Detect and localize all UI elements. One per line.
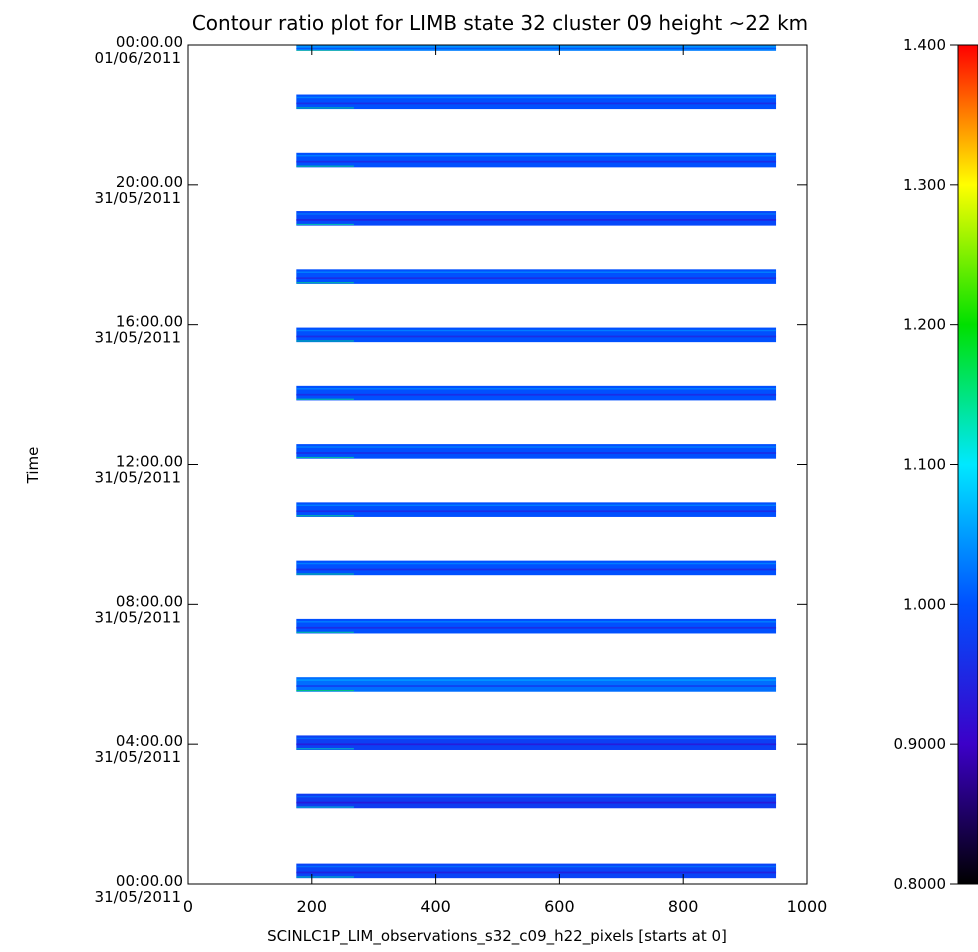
orbit-band [296,385,777,401]
chart-title: Contour ratio plot for LIMB state 32 clu… [192,11,808,35]
x-tick-label: 600 [544,897,575,916]
x-tick-label: 1000 [787,897,828,916]
orbit-band [296,94,777,110]
colorbar-tick: 1.200 [903,316,958,334]
y-tick-date-label: 31/05/2011 [95,469,181,487]
y-tick-time-label: 16:00.00 [116,313,183,331]
colorbar-tick: 0.9000 [894,735,958,753]
colorbar-tick-label: 1.200 [903,316,946,334]
orbit-band [296,677,777,692]
y-axis-ticks: 00:00.0031/05/201104:00.0031/05/201108:0… [95,33,807,906]
colorbar-ticks: 1.400 1.300 1.200 1.100 1.000 0.9000 0.8000 [894,36,958,893]
colorbar-tick: 0.8000 [894,875,958,893]
colorbar-tick: 1.300 [903,176,958,194]
x-tick: 0 [183,897,193,916]
y-tick-date-label: 31/05/2011 [95,608,181,626]
orbit-band [296,45,777,51]
colorbar-tick-label: 0.9000 [894,735,947,753]
x-tick-label: 800 [668,897,699,916]
y-tick-time-label: 20:00.00 [116,173,183,191]
plot-frame [187,44,808,885]
x-axis-ticks: 0 200 400 600 800 1000 [183,45,827,916]
y-tick-time-label: 08:00.00 [116,592,183,610]
colorbar [957,44,978,885]
x-axis-label: SCINLC1P_LIM_observations_s32_c09_h22_pi… [267,927,727,946]
orbit-band [296,502,777,517]
y-tick-time-label: 00:00.00 [116,33,183,51]
x-tick: 800 [668,45,699,916]
colorbar-tick: 1.100 [903,456,958,474]
y-tick-date-label: 31/05/2011 [95,748,181,766]
y-tick-date-label: 01/06/2011 [95,49,181,67]
colorbar-tick: 1.400 [903,36,958,54]
orbit-bands-layer [296,45,777,879]
y-tick-time-label: 12:00.00 [116,453,183,471]
colorbar-tick-label: 0.8000 [894,875,947,893]
colorbar-tick-label: 1.400 [903,36,946,54]
colorbar-tick-label: 1.300 [903,176,946,194]
y-tick-time-label: 00:00.00 [116,872,183,890]
orbit-band [296,444,777,459]
colorbar-tick-label: 1.100 [903,456,946,474]
x-tick: 200 [297,45,328,916]
orbit-band [296,327,777,343]
orbit-band [296,793,777,809]
colorbar-tick: 1.000 [903,595,958,613]
x-tick-label: 400 [420,897,451,916]
orbit-band [296,211,777,226]
orbit-band [296,269,777,284]
orbit-band [296,618,777,634]
x-tick-label: 0 [183,897,193,916]
orbit-band [296,560,777,576]
y-tick-date-label: 31/05/2011 [95,329,181,347]
x-tick-label: 200 [297,897,328,916]
y-tick-date-label: 31/05/2011 [95,888,181,906]
x-tick: 400 [420,45,451,916]
y-tick-date-label: 31/05/2011 [95,189,181,207]
x-tick: 1000 [787,897,828,916]
orbit-band [296,735,777,750]
y-axis-label: Time [24,447,42,485]
colorbar-tick-label: 1.000 [903,595,946,613]
orbit-band [296,152,777,168]
orbit-band [296,863,777,879]
x-tick: 600 [544,45,575,916]
y-tick-time-label: 04:00.00 [116,732,183,750]
